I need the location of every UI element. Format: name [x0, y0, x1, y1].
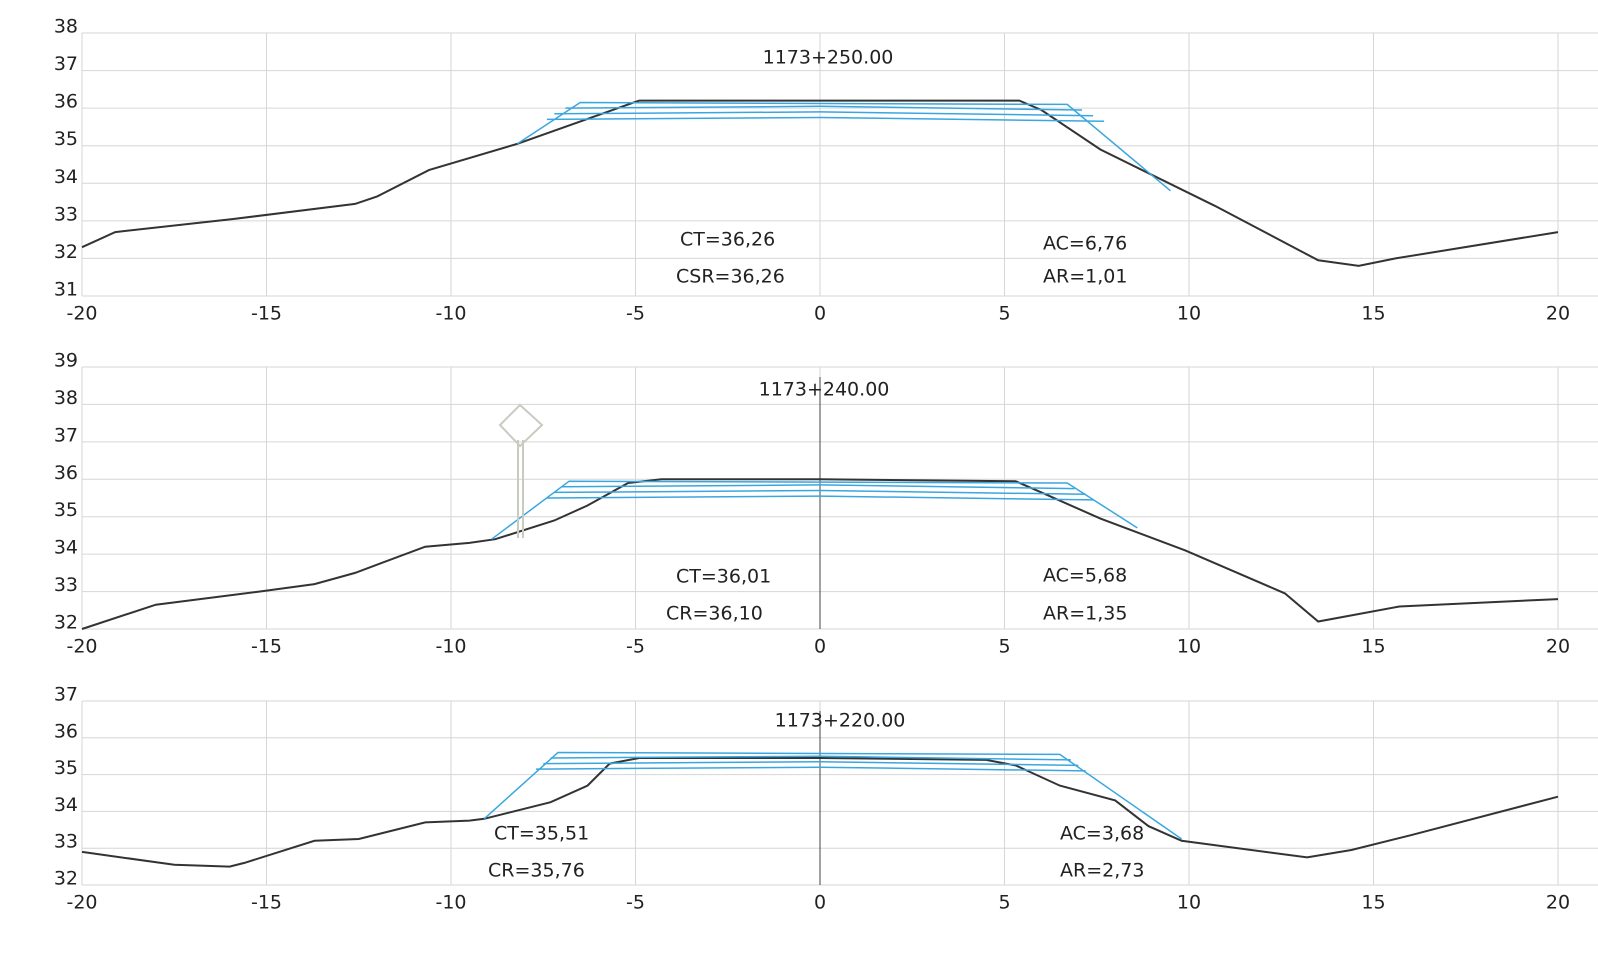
y-tick-label: 34: [54, 537, 78, 559]
template-line: [491, 480, 1138, 540]
y-tick-label: 32: [54, 868, 78, 890]
x-tick-label: 0: [814, 636, 826, 658]
x-tick-label: 15: [1361, 636, 1385, 658]
y-tick-label: 33: [54, 203, 78, 225]
x-tick-label: -15: [251, 303, 282, 325]
x-tick-label: 0: [814, 303, 826, 325]
template-line: [543, 760, 1079, 767]
y-tick-label: 34: [54, 794, 78, 816]
section-title: 1173+250.00: [763, 47, 894, 69]
template-line: [550, 755, 1071, 761]
template-line: [546, 495, 1094, 501]
annotation: CT=36,26: [680, 229, 775, 251]
x-tick-label: -5: [626, 892, 645, 914]
marker-symbol: [498, 403, 544, 538]
y-tick-label: 35: [54, 499, 78, 521]
y-tick-label: 34: [54, 166, 78, 188]
x-tick-label: -20: [66, 303, 97, 325]
y-tick-label: 32: [54, 241, 78, 263]
y-tick-label: 33: [54, 831, 78, 853]
annotation: CSR=36,26: [676, 266, 785, 288]
template-line: [516, 101, 1171, 192]
annotation: CR=35,76: [488, 860, 585, 882]
annotation: CT=36,01: [676, 566, 771, 588]
y-tick-label: 35: [54, 128, 78, 150]
x-tick-label: -10: [435, 892, 466, 914]
annotation: CT=35,51: [494, 823, 589, 845]
x-tick-label: 5: [998, 636, 1010, 658]
ground-line: [81, 99, 1559, 267]
x-tick-label: -20: [66, 636, 97, 658]
section-title: 1173+220.00: [775, 710, 906, 732]
x-tick-label: 15: [1361, 892, 1385, 914]
annotation: AR=1,35: [1043, 603, 1127, 625]
y-tick-label: 37: [54, 53, 78, 75]
x-tick-label: 5: [998, 303, 1010, 325]
x-tick-label: 20: [1546, 636, 1570, 658]
y-tick-label: 39: [54, 350, 78, 372]
annotation: AR=2,73: [1060, 860, 1144, 882]
template-line: [483, 751, 1183, 840]
y-tick-label: 38: [54, 16, 78, 38]
template-line: [546, 116, 1105, 123]
template-line: [554, 489, 1086, 496]
x-tick-label: 0: [814, 892, 826, 914]
annotation: AC=3,68: [1060, 823, 1144, 845]
y-tick-label: 37: [54, 424, 78, 446]
annotation: AR=1,01: [1043, 266, 1127, 288]
x-tick-label: -20: [66, 892, 97, 914]
y-tick-label: 31: [54, 279, 78, 301]
template-line: [561, 484, 1075, 490]
x-tick-label: 15: [1361, 303, 1385, 325]
x-tick-label: -10: [435, 303, 466, 325]
x-tick-label: 20: [1546, 892, 1570, 914]
y-tick-label: 33: [54, 574, 78, 596]
y-tick-label: 38: [54, 387, 78, 409]
x-tick-label: 10: [1177, 303, 1201, 325]
annotation: AC=6,76: [1043, 233, 1127, 255]
y-tick-label: 32: [54, 612, 78, 634]
x-tick-label: 5: [998, 892, 1010, 914]
y-tick-label: 36: [54, 720, 78, 742]
ground-line: [81, 478, 1559, 630]
template-line: [535, 766, 1086, 772]
section-title: 1173+240.00: [759, 379, 890, 401]
x-tick-label: -15: [251, 892, 282, 914]
x-tick-label: -15: [251, 636, 282, 658]
x-tick-label: 20: [1546, 303, 1570, 325]
x-tick-label: -10: [435, 636, 466, 658]
x-tick-label: 10: [1177, 892, 1201, 914]
x-tick-label: -5: [626, 636, 645, 658]
x-tick-label: -5: [626, 303, 645, 325]
x-tick-label: 10: [1177, 636, 1201, 658]
y-tick-label: 36: [54, 462, 78, 484]
ground-line: [81, 757, 1559, 868]
template-line: [565, 105, 1083, 111]
annotation: AC=5,68: [1043, 565, 1127, 587]
y-tick-label: 35: [54, 757, 78, 779]
template-line: [554, 111, 1094, 117]
annotation: CR=36,10: [666, 603, 763, 625]
y-tick-label: 36: [54, 91, 78, 113]
y-tick-label: 37: [54, 684, 78, 706]
